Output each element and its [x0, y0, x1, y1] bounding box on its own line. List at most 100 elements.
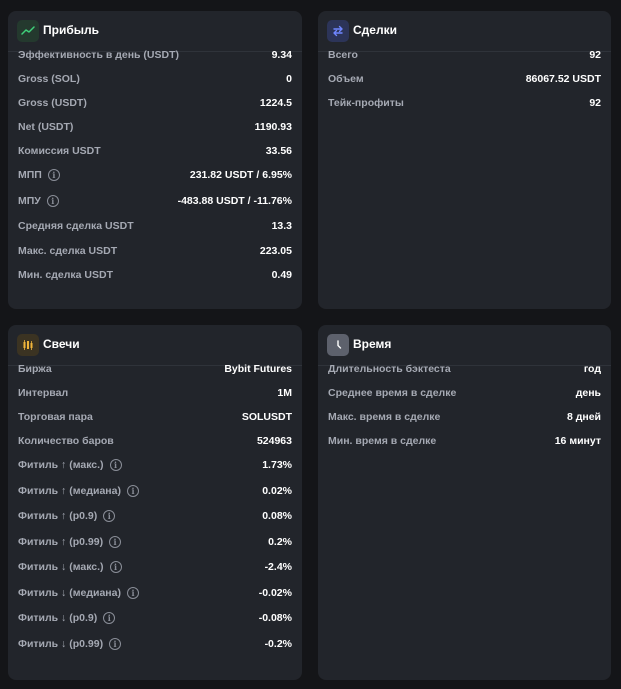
- profit-card-title: Прибыль: [43, 23, 99, 37]
- info-icon[interactable]: i: [109, 637, 122, 650]
- row-label-text: Длительность бэктеста: [328, 363, 451, 375]
- time-row: Макс. время в сделке 8 дней: [328, 407, 601, 427]
- info-icon[interactable]: i: [103, 612, 116, 624]
- row-label-text: Торговая пара: [18, 411, 93, 423]
- candles-row: Количество баров 524963: [18, 431, 292, 451]
- row-label-text: Фитиль ↑ (p0.9): [18, 510, 98, 522]
- time-row-value: 8 дней: [566, 411, 601, 423]
- profit-card-header: Прибыль: [8, 11, 302, 52]
- candles-row-value: 1M: [277, 387, 292, 399]
- profit-row-value: 223.05: [259, 245, 292, 257]
- trades-row: Объем 86067.52 USDT: [328, 69, 601, 89]
- candles-row-label: Фитиль ↑ (медиана) i: [18, 484, 139, 497]
- profit-row-value: 1190.93: [254, 121, 292, 133]
- trades-row-value: 92: [589, 97, 601, 109]
- candles-row-label: Интервал: [18, 387, 68, 399]
- profit-row-label: Gross (SOL): [18, 73, 80, 85]
- time-card-title: Время: [353, 337, 392, 351]
- row-label-text: Фитиль ↑ (медиана): [18, 484, 121, 497]
- profit-row-value: 0.49: [271, 269, 292, 281]
- trades-card-title: Сделки: [353, 23, 397, 37]
- row-label-text: Макс. время в сделке: [328, 411, 441, 423]
- info-icon[interactable]: i: [46, 194, 59, 207]
- candles-card-title: Свечи: [43, 337, 80, 351]
- info-icon[interactable]: i: [109, 535, 122, 548]
- candles-row-label: Биржа: [18, 363, 52, 375]
- profit-row: Средняя сделка USDT 13.3: [18, 216, 292, 236]
- profit-row-value: 0: [286, 73, 292, 85]
- trend-line-icon: [17, 20, 39, 42]
- info-icon[interactable]: i: [47, 169, 60, 181]
- row-label-text: Средняя сделка USDT: [18, 220, 134, 232]
- clock-icon: [327, 334, 349, 356]
- row-label-text: Net (USDT): [18, 121, 74, 133]
- candles-row-label: Фитиль ↑ (макс.) i: [18, 459, 122, 471]
- candles-row-label: Фитиль ↓ (макс.) i: [18, 561, 122, 573]
- info-icon[interactable]: i: [103, 510, 116, 522]
- row-label-text: Тейк-профиты: [328, 97, 404, 109]
- candles-row: Интервал 1M: [18, 383, 292, 403]
- profit-row-value: 13.3: [271, 220, 292, 232]
- info-icon[interactable]: i: [126, 484, 139, 497]
- trades-row-label: Тейк-профиты: [328, 97, 404, 109]
- candles-row-value: -0.02%: [258, 586, 292, 599]
- candles-row-label: Торговая пара: [18, 411, 93, 423]
- row-label-text: Комиссия USDT: [18, 145, 101, 157]
- row-label-text: Объем: [328, 73, 364, 85]
- candles-row-value: 524963: [256, 435, 292, 447]
- candles-row-value: Bybit Futures: [224, 363, 292, 375]
- time-row-label: Мин. время в сделке: [328, 435, 436, 447]
- candles-row: Биржа Bybit Futures: [18, 359, 292, 379]
- row-label-text: МПУ: [18, 194, 41, 207]
- trades-card: Сделки Всего 92 Объем 86067.52 USDT Тейк-про…: [318, 11, 611, 309]
- info-icon[interactable]: i: [109, 561, 122, 573]
- profit-row-value: 1224.5: [259, 97, 292, 109]
- candles-row-label: Фитиль ↓ (p0.9) i: [18, 612, 116, 624]
- candles-row-value: -2.4%: [264, 561, 292, 573]
- candles-row: Торговая пара SOLUSDT: [18, 407, 292, 427]
- profit-row-label: МПП i: [18, 169, 60, 181]
- candles-row: Фитиль ↓ (p0.9) i -0.08%: [18, 608, 292, 628]
- time-row-label: Среднее время в сделке: [328, 387, 456, 399]
- candles-row-value: -0.2%: [264, 637, 292, 650]
- trades-row: Тейк-профиты 92: [328, 93, 601, 113]
- time-row-value: год: [583, 363, 601, 375]
- info-icon[interactable]: i: [126, 586, 139, 599]
- time-row-value: день: [575, 387, 601, 399]
- profit-row-label: Средняя сделка USDT: [18, 220, 134, 232]
- trades-row: Всего 92: [328, 45, 601, 65]
- row-label-text: Фитиль ↓ (p0.99): [18, 637, 104, 650]
- profit-row: Gross (USDT) 1224.5: [18, 93, 292, 113]
- row-label-text: Фитиль ↓ (медиана): [18, 586, 121, 599]
- candles-row-value: SOLUSDT: [241, 411, 292, 423]
- info-icon[interactable]: i: [109, 459, 122, 471]
- profit-row: Мин. сделка USDT 0.49: [18, 265, 292, 285]
- row-label-text: Макс. сделка USDT: [18, 245, 118, 257]
- candles-row-value: -0.08%: [258, 612, 292, 624]
- trades-row-label: Всего: [328, 49, 358, 61]
- profit-row-label: МПУ i: [18, 194, 59, 207]
- profit-row-label: Gross (USDT): [18, 97, 87, 109]
- profit-row-value: 33.56: [265, 145, 292, 157]
- profit-row-label: Макс. сделка USDT: [18, 245, 117, 257]
- candlestick-icon: [17, 334, 39, 356]
- row-label-text: Gross (USDT): [18, 97, 87, 109]
- profit-row: МПУ i -483.88 USDT / -11.76%: [18, 191, 292, 211]
- time-row-value: 16 минут: [554, 435, 601, 447]
- row-label-text: Фитиль ↓ (p0.9): [18, 612, 98, 624]
- candles-row-value: 0.02%: [262, 484, 292, 497]
- row-label-text: Биржа: [18, 363, 52, 375]
- profit-row-value: 9.34: [271, 49, 292, 61]
- swap-arrows-icon: [327, 20, 349, 42]
- profit-row: Net (USDT) 1190.93: [18, 117, 292, 137]
- row-label-text: Среднее время в сделке: [328, 387, 457, 399]
- time-row-label: Макс. время в сделке: [328, 411, 440, 423]
- profit-row-value: -483.88 USDT / -11.76%: [177, 194, 292, 207]
- trades-row-value: 92: [589, 49, 601, 61]
- candles-row: Фитиль ↑ (медиана) i 0.02%: [18, 481, 292, 501]
- row-label-text: Мин. сделка USDT: [18, 269, 113, 281]
- row-label-text: Фитиль ↑ (p0.99): [18, 535, 104, 548]
- time-row-label: Длительность бэктеста: [328, 363, 451, 375]
- profit-row: МПП i 231.82 USDT / 6.95%: [18, 165, 292, 185]
- time-card-header: Время: [318, 325, 611, 366]
